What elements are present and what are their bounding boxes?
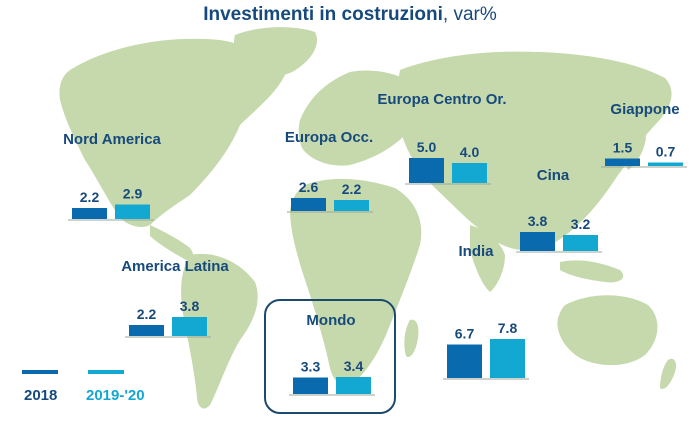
europa-centro-or-value-label-2019-20: 4.0 bbox=[460, 144, 480, 160]
cina-bar-2019-20 bbox=[563, 235, 598, 251]
nord-america-bar-2018 bbox=[72, 208, 107, 219]
mondo-bar-2018 bbox=[293, 377, 328, 394]
europa-occ-value-label-2018: 2.6 bbox=[299, 179, 319, 195]
giappone-value-label-2018: 1.5 bbox=[613, 140, 633, 156]
nord-america-value-label-2019-20: 2.9 bbox=[123, 186, 143, 202]
southeast-asia-islands bbox=[560, 260, 624, 283]
america-latina-value-label-2019-20: 3.8 bbox=[180, 298, 200, 314]
india-landmass bbox=[470, 225, 505, 292]
legend-label-2019-20: 2019-'20 bbox=[86, 387, 145, 404]
giappone-bar-2018 bbox=[605, 158, 640, 166]
europe-landmass bbox=[298, 70, 416, 166]
europa-centro-or-bar-2019-20 bbox=[452, 163, 487, 183]
america-latina-bar-2019-20 bbox=[172, 317, 207, 336]
america-latina-bar-2018 bbox=[129, 325, 164, 336]
giappone-value-label-2019-20: 0.7 bbox=[656, 144, 676, 160]
central-america-landmass bbox=[150, 225, 194, 261]
cina-value-label-2019-20: 3.2 bbox=[571, 216, 591, 232]
india-bar-2018 bbox=[447, 344, 482, 378]
nord-america-region-label: Nord America bbox=[63, 131, 161, 148]
chart-title-text: Investimenti in costruzioni bbox=[203, 4, 443, 25]
chart-title: Investimenti in costruzioni, var% bbox=[0, 4, 700, 26]
america-latina-region-label: America Latina bbox=[121, 258, 229, 275]
legend-swatch-2019-20 bbox=[88, 370, 124, 374]
legend-swatch-2018 bbox=[22, 370, 58, 374]
mondo-highlight-box bbox=[264, 299, 396, 414]
india-region-label: India bbox=[458, 243, 494, 260]
europa-centro-or-bar-2018 bbox=[409, 158, 444, 183]
cina-bar-2018 bbox=[520, 232, 555, 251]
madagascar-landmass bbox=[404, 319, 419, 358]
chart-title-unit: , var% bbox=[442, 4, 497, 25]
europa-centro-or-region-label: Europa Centro Or. bbox=[377, 91, 506, 108]
nord-america-value-label-2018: 2.2 bbox=[80, 189, 100, 205]
india-bar-2019-20 bbox=[490, 339, 525, 378]
india-value-label-2019-20: 7.8 bbox=[498, 320, 518, 336]
cina-region-label: Cina bbox=[537, 167, 570, 184]
south-america-landmass bbox=[181, 253, 258, 409]
europa-occ-region-label: Europa Occ. bbox=[285, 129, 373, 146]
africa-landmass bbox=[290, 178, 422, 386]
greenland-landmass bbox=[234, 27, 318, 77]
new-zealand-landmass bbox=[660, 358, 677, 390]
mondo-bar-2019-20 bbox=[336, 377, 371, 394]
legend-label-2018: 2018 bbox=[24, 387, 58, 404]
america-latina-value-label-2018: 2.2 bbox=[137, 306, 157, 322]
india-value-label-2018: 6.7 bbox=[455, 326, 475, 342]
australia-landmass bbox=[557, 295, 658, 366]
europa-occ-bar-2018 bbox=[291, 198, 326, 211]
mondo-value-label-2018: 3.3 bbox=[301, 359, 321, 375]
nord-america-bar-2019-20 bbox=[115, 204, 150, 219]
north-america-landmass bbox=[59, 38, 286, 227]
europa-occ-bar-2019-20 bbox=[334, 200, 369, 211]
europa-occ-value-label-2019-20: 2.2 bbox=[342, 181, 362, 197]
giappone-bar-2019-20 bbox=[648, 162, 683, 166]
giappone-region-label: Giappone bbox=[610, 101, 679, 118]
europa-centro-or-value-label-2018: 5.0 bbox=[417, 139, 437, 155]
asia-landmass bbox=[397, 51, 672, 251]
mondo-value-label-2019-20: 3.4 bbox=[344, 358, 364, 374]
cina-value-label-2018: 3.8 bbox=[528, 213, 548, 229]
mondo-region-label: Mondo bbox=[306, 312, 355, 329]
